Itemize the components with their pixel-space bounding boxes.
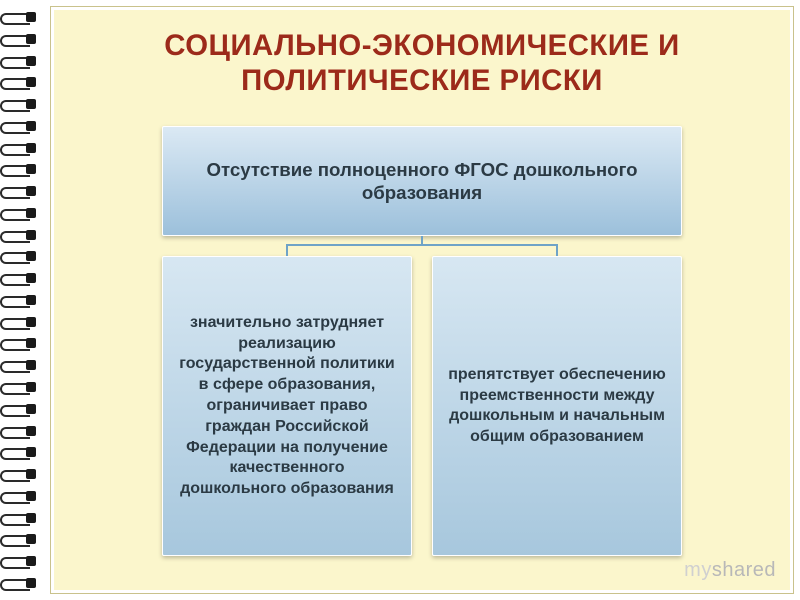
spiral-ring <box>0 97 46 111</box>
watermark-prefix: my <box>684 559 712 581</box>
slide-wrapper: СОЦИАЛЬНО-ЭКОНОМИЧЕСКИЕ И ПОЛИТИЧЕСКИЕ Р… <box>0 0 800 600</box>
slide-content: СОЦИАЛЬНО-ЭКОНОМИЧЕСКИЕ И ПОЛИТИЧЕСКИЕ Р… <box>54 10 790 590</box>
watermark-suffix: shared <box>712 559 776 581</box>
hierarchy-diagram: Отсутствие полноценного ФГОС дошкольного… <box>142 126 702 556</box>
spiral-ring <box>0 489 46 503</box>
spiral-ring <box>0 249 46 263</box>
spiral-ring <box>0 380 46 394</box>
spiral-ring <box>0 228 46 242</box>
spiral-binding <box>0 6 46 594</box>
spiral-ring <box>0 206 46 220</box>
spiral-ring <box>0 554 46 568</box>
spiral-ring <box>0 336 46 350</box>
spiral-ring <box>0 467 46 481</box>
spiral-ring <box>0 119 46 133</box>
slide-page: СОЦИАЛЬНО-ЭКОНОМИЧЕСКИЕ И ПОЛИТИЧЕСКИЕ Р… <box>50 6 794 594</box>
spiral-ring <box>0 358 46 372</box>
spiral-ring <box>0 54 46 68</box>
diagram-child-node: значительно затрудняет реализацию госуда… <box>162 256 412 556</box>
diagram-children-row: значительно затрудняет реализацию госуда… <box>162 256 682 556</box>
spiral-ring <box>0 75 46 89</box>
spiral-ring <box>0 424 46 438</box>
spiral-ring <box>0 10 46 24</box>
spiral-ring <box>0 532 46 546</box>
diagram-child-node: препятствует обеспечению преемственности… <box>432 256 682 556</box>
diagram-connector <box>162 236 682 256</box>
spiral-ring <box>0 271 46 285</box>
spiral-ring <box>0 32 46 46</box>
watermark: myshared <box>684 559 776 582</box>
spiral-ring <box>0 315 46 329</box>
diagram-root-node: Отсутствие полноценного ФГОС дошкольного… <box>162 126 682 236</box>
spiral-ring <box>0 141 46 155</box>
spiral-ring <box>0 184 46 198</box>
spiral-ring <box>0 402 46 416</box>
spiral-ring <box>0 162 46 176</box>
spiral-ring <box>0 576 46 590</box>
spiral-ring <box>0 445 46 459</box>
spiral-ring <box>0 293 46 307</box>
slide-title: СОЦИАЛЬНО-ЭКОНОМИЧЕСКИЕ И ПОЛИТИЧЕСКИЕ Р… <box>84 28 760 98</box>
spiral-ring <box>0 511 46 525</box>
